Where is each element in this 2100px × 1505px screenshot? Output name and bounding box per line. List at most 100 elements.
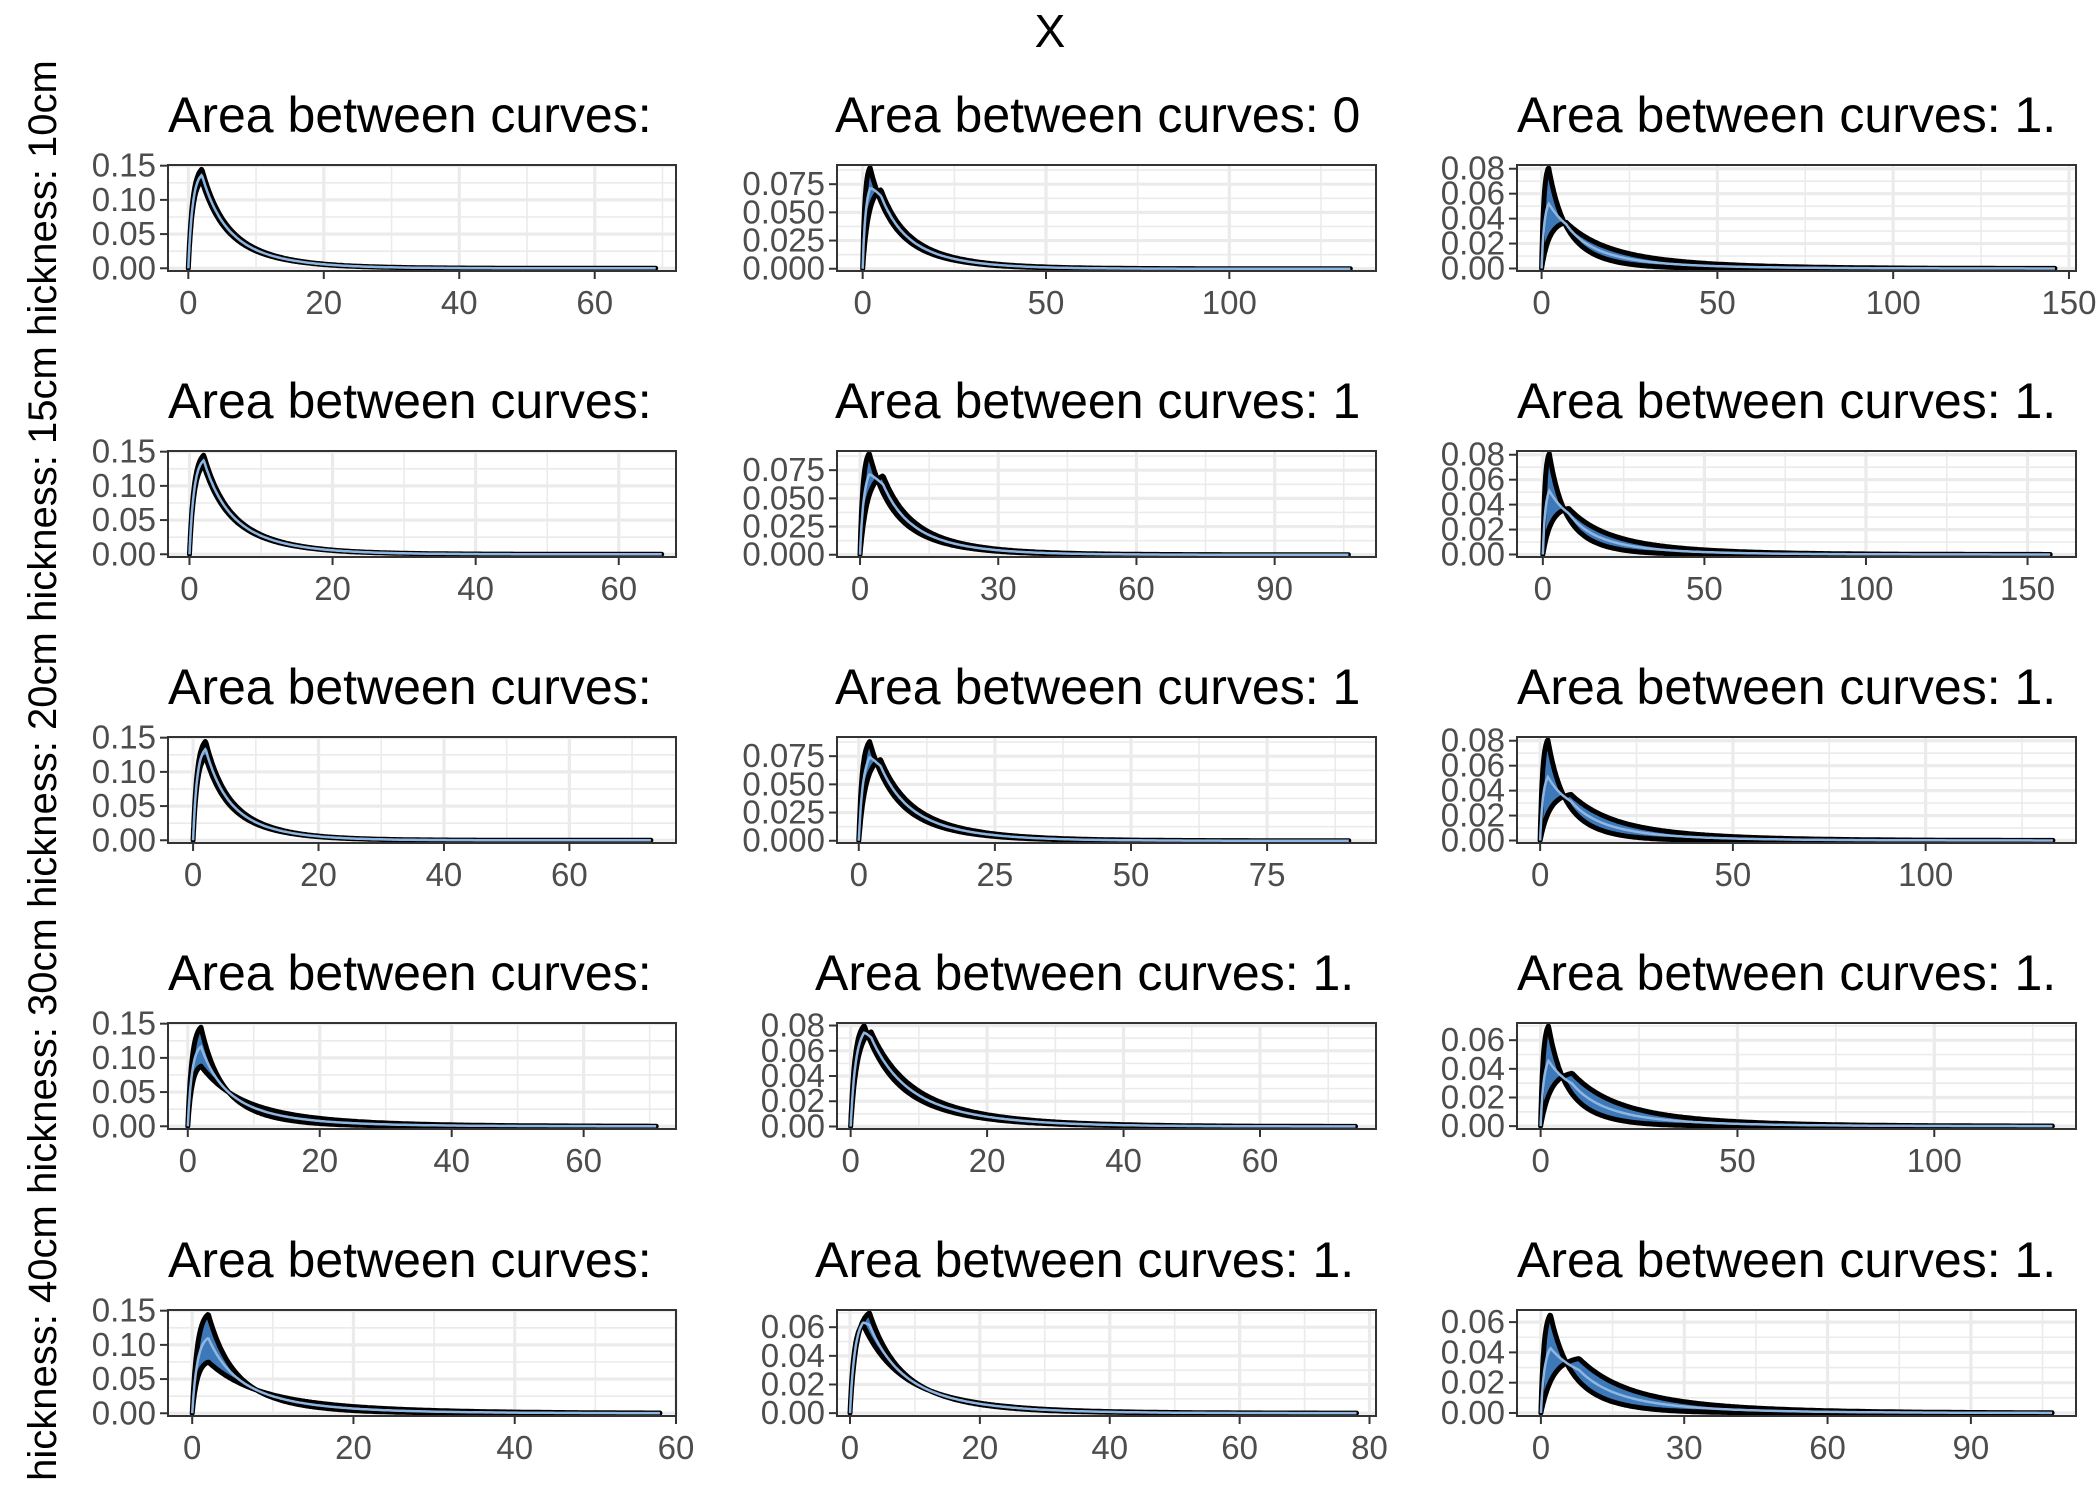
panel-title: Area between curves: 1. [1517, 1232, 2056, 1288]
y-tick-label: 0.10 [92, 1039, 156, 1076]
panel-r4-c0: 0.000.050.100.15 0 20 40 60 Area between curv… [92, 1232, 695, 1466]
panel-border [1516, 1309, 2077, 1417]
y-tick-label: 0.050 [742, 479, 825, 516]
mean-curve [187, 173, 656, 270]
x-tick-label: 90 [1953, 1429, 1990, 1466]
y-tick-label: 0.04 [1441, 486, 1505, 523]
y-tick-label: 0.00 [92, 1394, 156, 1431]
panel-border [836, 1309, 1377, 1417]
y-tick-label: 0.08 [1441, 436, 1505, 473]
x-tick-label: 40 [457, 570, 494, 607]
y-tick-label: 0.05 [92, 787, 156, 824]
y-tick-label: 0.10 [92, 181, 156, 218]
x-tick-label: 100 [1898, 856, 1953, 893]
y-tick-label: 0.025 [742, 222, 825, 259]
y-tick-label: 0.06 [1441, 461, 1505, 498]
x-tick-label: 50 [1719, 1142, 1756, 1179]
panel-border [836, 450, 1377, 558]
x-tick-label: 60 [551, 856, 588, 893]
panel-border [167, 1022, 677, 1130]
mean-curve [848, 1321, 1357, 1415]
panel-r3-c1: 0.000.020.040.060.08 0 20 40 60 Area between … [761, 945, 1377, 1179]
y-tick-label: 0.15 [92, 1005, 156, 1042]
panel-background [168, 165, 676, 271]
panel-border [167, 450, 677, 558]
panel-background [168, 737, 676, 843]
x-tick-label: 40 [426, 856, 463, 893]
panel-r0-c0: 0.000.050.100.15 0 20 40 60 Area between curv… [92, 87, 677, 321]
y-tick-label: 0.08 [761, 1007, 825, 1044]
x-tick-label: 0 [853, 284, 871, 321]
panel-border [1516, 1022, 2077, 1130]
x-tick-label: 60 [565, 1142, 602, 1179]
x-tick-label: 20 [305, 284, 342, 321]
x-tick-label: 0 [851, 570, 869, 607]
mean-curve [188, 458, 662, 556]
x-tick-label: 60 [658, 1429, 695, 1466]
y-tick-label: 0.04 [1441, 772, 1505, 809]
y-tick-label: 0.06 [1441, 1021, 1505, 1058]
panel-r4-c1: 0.000.020.040.06 0 20 40 60 80 Area between cu… [761, 1232, 1388, 1466]
x-tick-label: 0 [183, 1429, 201, 1466]
y-tick-label: 0.10 [92, 467, 156, 504]
x-tick-label: 150 [2000, 570, 2055, 607]
panel-title: Area between curves: [168, 373, 652, 429]
panel-r3-c2: 0.000.020.040.06 0 50 100 Area between curve… [1441, 945, 2077, 1179]
y-tick-label: 0.05 [92, 1360, 156, 1397]
mean-curve [1539, 1058, 2053, 1128]
panel-title: Area between curves: 1 [835, 659, 1360, 715]
y-tick-label: 0.02 [1441, 511, 1505, 548]
panel-title: Area between curves: [168, 659, 652, 715]
panel-title: Area between curves: 1. [1517, 659, 2056, 715]
y-tick-label: 0.00 [92, 249, 156, 286]
x-tick-label: 60 [600, 570, 637, 607]
x-tick-label: 0 [1531, 856, 1549, 893]
panel-r2-c0: 0.000.050.100.15 0 20 40 60 Area between curv… [92, 659, 677, 893]
y-tick-label: 0.075 [742, 737, 825, 774]
y-tick-label: 0.06 [1441, 747, 1505, 784]
x-tick-label: 20 [314, 570, 351, 607]
row-label: hickness: 15cm [21, 346, 65, 622]
panel-border [167, 1309, 677, 1417]
panel-title: Area between curves: [168, 87, 652, 143]
panel-background [1517, 1310, 2076, 1416]
x-tick-label: 20 [969, 1142, 1006, 1179]
panel-background [168, 1023, 676, 1129]
x-tick-label: 60 [1242, 1142, 1279, 1179]
mean-curve [849, 1031, 1356, 1128]
y-tick-label: 0.05 [92, 215, 156, 252]
y-tick-label: 0.000 [742, 822, 825, 859]
panel-background [168, 451, 676, 557]
y-tick-label: 0.06 [1441, 1303, 1505, 1340]
panel-r1-c0: 0.000.050.100.15 0 20 40 60 Area between curv… [92, 373, 677, 607]
y-tick-label: 0.050 [742, 765, 825, 802]
y-tick-label: 0.00 [761, 1394, 825, 1431]
panel-r2-c2: 0.000.020.040.060.08 0 50 100 Area between c… [1441, 659, 2077, 893]
x-tick-label: 0 [179, 1142, 197, 1179]
panel-title: Area between curves: [168, 945, 652, 1001]
x-tick-label: 40 [441, 284, 478, 321]
x-tick-label: 50 [1686, 570, 1723, 607]
mean-curve [861, 186, 1351, 270]
panel-title: Area between curves: [168, 1232, 652, 1288]
panel-r3-c0: 0.000.050.100.15 0 20 40 60 Area between curv… [92, 945, 677, 1179]
panel-background [168, 1310, 676, 1416]
x-tick-label: 20 [335, 1429, 372, 1466]
x-tick-label: 0 [1532, 284, 1550, 321]
panel-title: Area between curves: 1 [835, 373, 1360, 429]
y-tick-label: 0.10 [92, 1326, 156, 1363]
x-tick-label: 50 [1699, 284, 1736, 321]
x-tick-label: 0 [1532, 1429, 1550, 1466]
panel-title: Area between curves: 1. [815, 1232, 1354, 1288]
x-tick-label: 75 [1249, 856, 1286, 893]
y-tick-label: 0.15 [92, 719, 156, 756]
y-tick-label: 0.075 [742, 451, 825, 488]
mean-curve [190, 1337, 660, 1415]
x-tick-label: 0 [841, 1142, 859, 1179]
y-tick-label: 0.000 [742, 536, 825, 573]
y-tick-label: 0.04 [1441, 1050, 1505, 1087]
mean-curve [191, 747, 651, 842]
